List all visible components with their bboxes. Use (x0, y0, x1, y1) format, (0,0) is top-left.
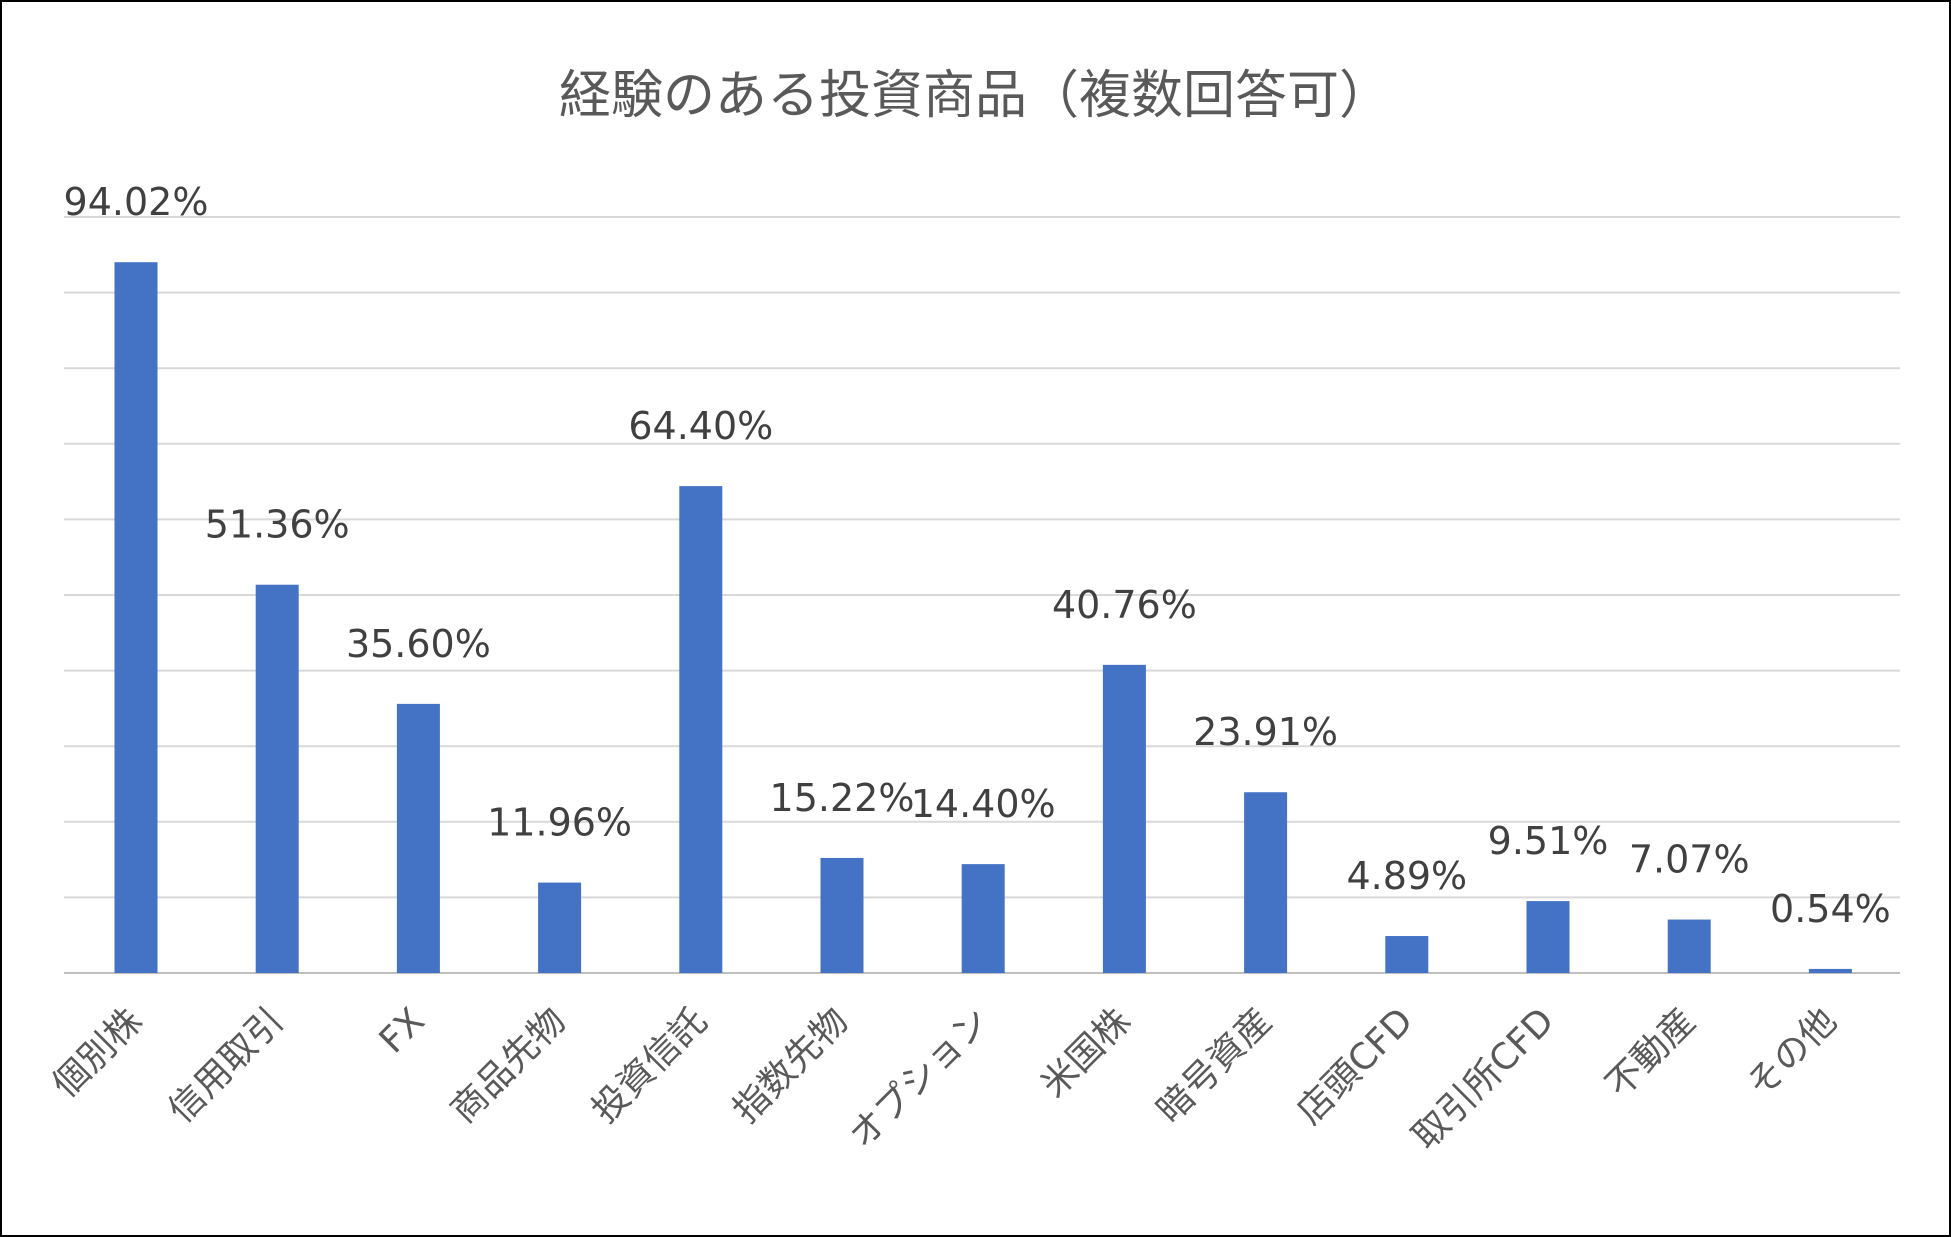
data-label: 94.02% (64, 180, 209, 224)
category-label: FX (372, 1000, 433, 1061)
category-label: 商品先物 (443, 1000, 574, 1131)
category-label: 不動産 (1598, 1000, 1703, 1105)
data-labels: 94.02% 51.36% 35.60% 11.96% 64.40% 15.22%14.4… (64, 180, 1891, 931)
bar-米国株 (1102, 664, 1146, 973)
category-label: 暗号資産 (1149, 1000, 1280, 1131)
category-label: 信用取引 (161, 1000, 292, 1131)
bar-不動産 (1667, 919, 1711, 973)
category-label: オプション (841, 1000, 997, 1156)
data-label: 0.54% (1770, 887, 1891, 931)
data-label: 40.76% (1052, 583, 1197, 627)
bar-その他 (1808, 968, 1852, 973)
bar-商品先物 (538, 882, 582, 973)
category-label: 投資信託 (584, 1000, 715, 1131)
chart-title: 経験のある投資商品（複数回答可） (559, 66, 1391, 126)
category-label: その他 (1739, 1000, 1844, 1105)
category-label: 米国株 (1033, 1000, 1138, 1105)
data-label: 15.22% (770, 776, 915, 820)
bar-オプション (961, 864, 1005, 973)
bar-FX (396, 703, 440, 973)
data-label: 11.96% (487, 801, 632, 845)
bar-暗号資産 (1244, 792, 1288, 973)
data-label: 9.51% (1488, 819, 1609, 863)
bar-店頭CFD (1385, 936, 1429, 973)
bar-個別株 (114, 262, 158, 973)
bar-信用取引 (255, 584, 299, 973)
bar-指数先物 (820, 857, 864, 973)
bar-投資信託 (679, 486, 723, 973)
data-label: 35.60% (346, 622, 491, 666)
bars (114, 262, 1852, 973)
data-label: 51.36% (205, 503, 350, 547)
data-label: 7.07% (1629, 838, 1750, 882)
data-label: 4.89% (1346, 854, 1467, 898)
category-label: 個別株 (45, 1000, 150, 1105)
category-label: 店頭CFD (1289, 1000, 1421, 1132)
data-label: 14.40% (911, 782, 1056, 826)
bar-取引所CFD (1526, 901, 1570, 973)
category-label: 指数先物 (726, 1000, 857, 1131)
data-label: 64.40% (628, 404, 773, 448)
category-label: 取引所CFD (1405, 1000, 1562, 1157)
data-label: 23.91% (1193, 710, 1338, 754)
grid-lines (64, 216, 1900, 974)
